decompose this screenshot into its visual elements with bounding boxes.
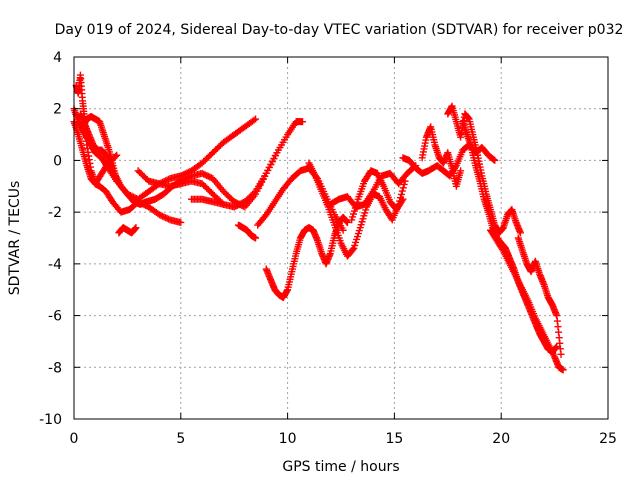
data-point	[299, 118, 307, 126]
y-tick-label: -10	[39, 412, 62, 428]
data-point	[157, 211, 165, 219]
data-point	[132, 224, 140, 232]
data-point	[233, 201, 241, 209]
y-tick-label: 4	[53, 50, 62, 66]
data-point	[399, 195, 407, 203]
y-axis-ticks: -10 -8 -6 -4 -2 0 2 4	[39, 50, 608, 428]
data-point	[203, 172, 211, 180]
data-point	[200, 170, 208, 178]
series-arc-6	[115, 224, 140, 237]
plot-frame	[73, 56, 609, 420]
y-tick-label: -6	[48, 309, 62, 325]
data-point	[163, 214, 171, 222]
series-arc-12	[305, 159, 409, 260]
data-point	[451, 163, 459, 171]
x-tick-label: 5	[176, 431, 185, 447]
data-point	[399, 184, 407, 192]
data-point	[236, 200, 244, 208]
data-point	[343, 218, 351, 226]
data-point	[400, 180, 408, 188]
data-point	[397, 190, 405, 198]
data-point	[158, 212, 166, 220]
data-point	[198, 169, 206, 177]
data-point	[559, 366, 567, 374]
x-tick-label: 25	[599, 431, 617, 447]
data-point	[232, 202, 240, 210]
data-point	[252, 234, 260, 242]
series-arc-19	[487, 226, 567, 374]
data-point	[553, 343, 561, 351]
x-tick-label: 0	[70, 431, 79, 447]
series-arc-1	[70, 118, 185, 226]
data-point	[204, 172, 212, 180]
data-point	[491, 156, 499, 164]
data-points	[70, 71, 567, 374]
y-tick-label: -8	[48, 360, 62, 376]
data-point	[250, 189, 258, 197]
y-tick-label: -2	[48, 205, 62, 221]
series-arc-5	[79, 112, 121, 185]
grid-lines	[74, 57, 608, 419]
series-arc-20	[514, 234, 565, 358]
data-point	[339, 226, 347, 234]
data-point	[113, 177, 121, 185]
data-point	[349, 245, 357, 253]
x-axis-label: GPS time / hours	[282, 459, 399, 475]
data-point	[165, 175, 173, 183]
series-arc-9	[234, 221, 260, 242]
data-point	[155, 211, 163, 219]
data-point	[201, 171, 209, 179]
x-tick-label: 10	[279, 431, 297, 447]
series-arc-8	[187, 118, 307, 211]
x-tick-label: 15	[385, 431, 403, 447]
data-point	[177, 218, 185, 226]
y-tick-label: 2	[53, 102, 62, 118]
series-arc-11	[262, 213, 351, 301]
series-arc-14	[348, 167, 407, 224]
data-point	[516, 229, 524, 237]
x-axis-ticks: 0 5 10 15 20 25	[70, 57, 617, 447]
data-point	[162, 214, 170, 222]
data-point	[457, 167, 465, 175]
data-point	[250, 116, 258, 124]
data-point	[235, 201, 243, 209]
data-point	[238, 199, 246, 207]
data-point	[113, 151, 121, 159]
data-point	[160, 213, 168, 221]
series-arc-16	[418, 123, 465, 190]
data-point	[398, 197, 406, 205]
y-tick-label: -4	[48, 257, 62, 273]
data-point	[206, 173, 214, 181]
data-point	[398, 187, 406, 195]
data-point	[252, 115, 260, 123]
series-arc-4	[76, 110, 281, 211]
data-point	[557, 350, 565, 358]
chart-title: Day 019 of 2024, Sidereal Day-to-day VTE…	[55, 22, 624, 38]
data-point	[490, 156, 498, 164]
y-tick-label: 0	[53, 153, 62, 169]
x-tick-label: 20	[492, 431, 510, 447]
y-axis-label: SDTVAR / TECUs	[7, 181, 23, 296]
data-point	[230, 203, 238, 211]
data-point	[165, 215, 173, 223]
